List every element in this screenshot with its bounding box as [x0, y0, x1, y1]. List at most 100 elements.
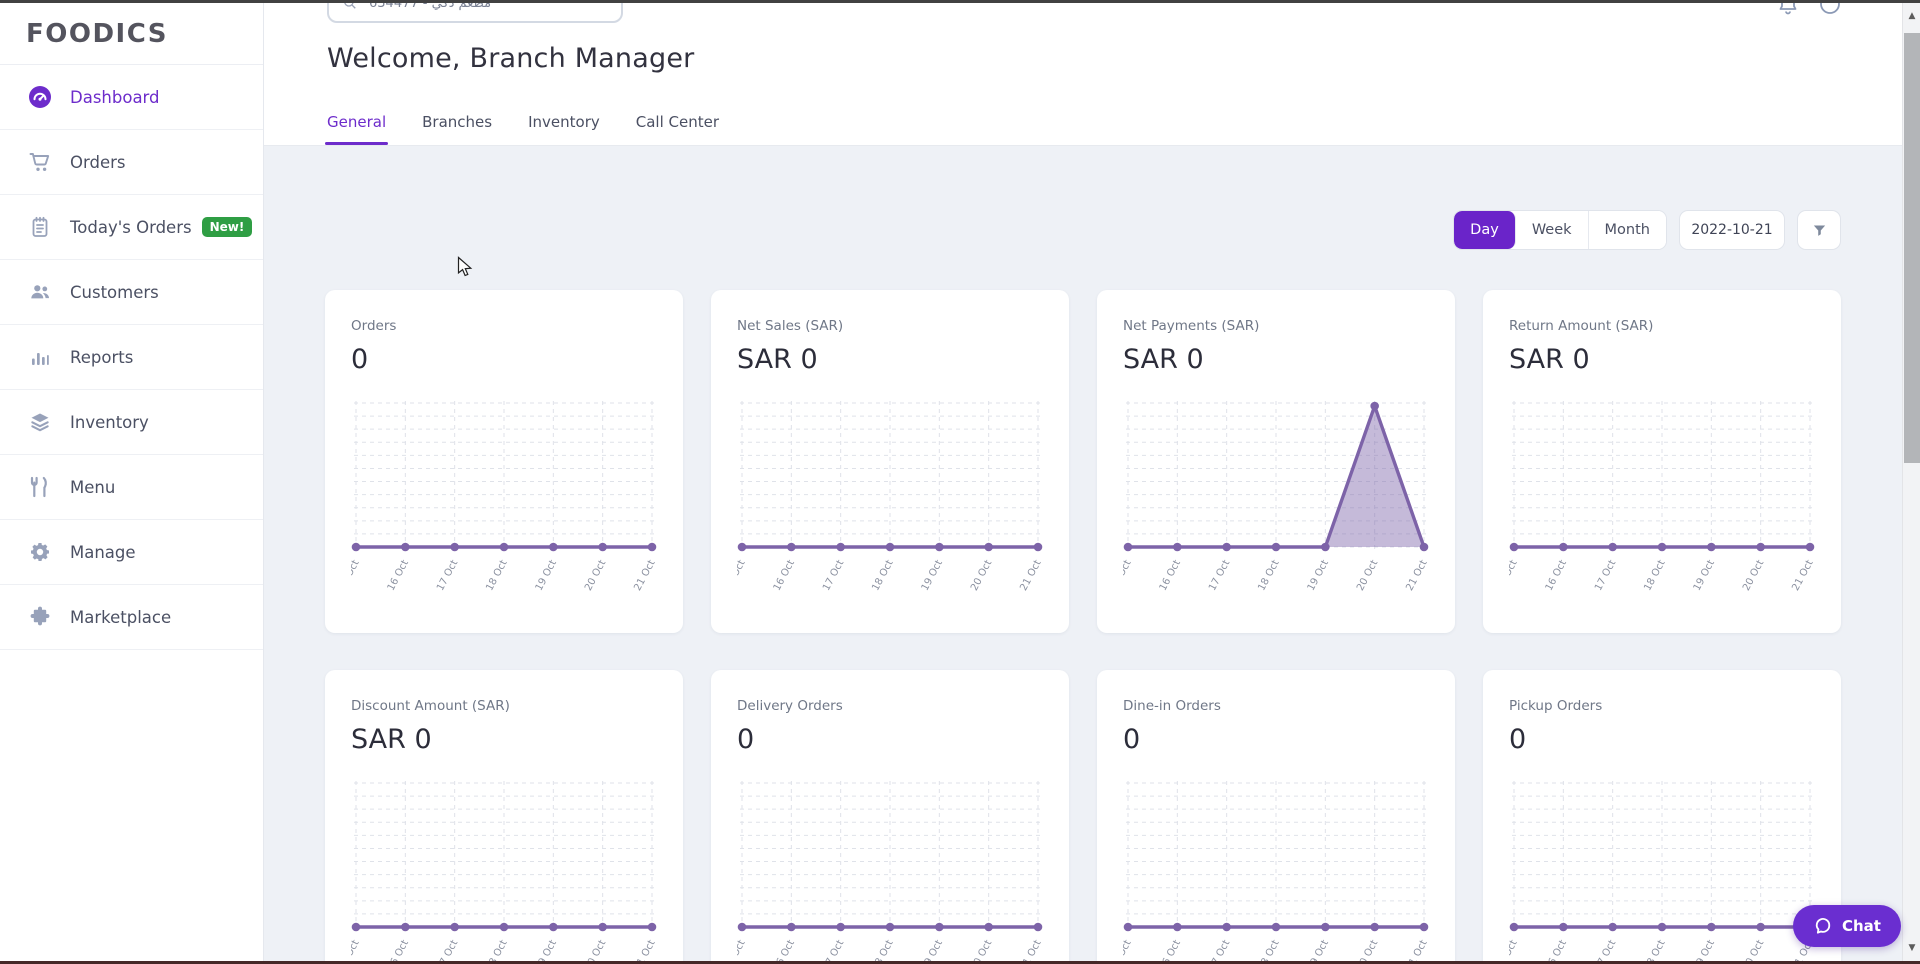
- sidebar-item-label: Manage: [70, 542, 136, 562]
- svg-text:20 Oct: 20 Oct: [1355, 938, 1380, 961]
- sidebar-item-reports[interactable]: Reports: [0, 325, 263, 390]
- foodics-logo: FOODICS: [0, 3, 263, 65]
- stat-card-chart: 15 Oct 16 Oct 17 Oct 18 Oct 19 Oct 20 Oct 21 O…: [351, 780, 657, 961]
- user-circle-icon[interactable]: [1818, 3, 1842, 20]
- sidebar-item-customers[interactable]: Customers: [0, 260, 263, 325]
- sidebar-item-menu[interactable]: Menu: [0, 455, 263, 520]
- svg-text:19 Oct: 19 Oct: [1692, 938, 1717, 961]
- scrollbar-thumb[interactable]: [1904, 33, 1920, 463]
- stat-card-pickup-orders: Pickup Orders 0 15 Oct 16 Oct 17 Oct 18 Oct…: [1483, 670, 1841, 961]
- header: Welcome, Branch Manager General Branches I…: [264, 3, 1902, 146]
- svg-text:21 Oct: 21 Oct: [632, 938, 657, 961]
- sidebar-item-dashboard[interactable]: Dashboard: [0, 65, 263, 130]
- svg-text:21 Oct: 21 Oct: [1018, 558, 1043, 593]
- stat-cards-grid: Orders 0 15 Oct 16 Oct 17 Oct 18 Oct 19 Oct 2…: [325, 290, 1841, 961]
- stat-card-dine-in-orders: Dine-in Orders 0 15 Oct 16 Oct 17 Oct 18 Oc…: [1097, 670, 1455, 961]
- page-title: Welcome, Branch Manager: [327, 43, 695, 74]
- scrollbar-down-arrow[interactable]: ▼: [1908, 943, 1916, 953]
- svg-text:16 Oct: 16 Oct: [386, 938, 411, 961]
- stat-card-value: SAR 0: [737, 343, 818, 375]
- svg-text:15 Oct: 15 Oct: [1509, 558, 1520, 593]
- search-input[interactable]: [369, 3, 609, 11]
- svg-text:15 Oct: 15 Oct: [737, 558, 748, 593]
- global-search[interactable]: [327, 3, 623, 23]
- window-top-edge: [0, 0, 1920, 3]
- sidebar-item-manage[interactable]: Manage: [0, 520, 263, 585]
- stat-card-delivery-orders: Delivery Orders 0 15 Oct 16 Oct 17 Oct 18 O…: [711, 670, 1069, 961]
- svg-text:19 Oct: 19 Oct: [1306, 558, 1331, 593]
- sidebar-item-today-s-orders[interactable]: Today's Orders New!: [0, 195, 263, 260]
- chat-button[interactable]: Chat: [1793, 905, 1901, 947]
- stat-card-title: Net Payments (SAR): [1123, 318, 1260, 334]
- svg-text:17 Oct: 17 Oct: [435, 558, 460, 593]
- svg-text:15 Oct: 15 Oct: [1509, 938, 1520, 961]
- svg-text:15 Oct: 15 Oct: [737, 938, 748, 961]
- svg-text:16 Oct: 16 Oct: [1544, 938, 1569, 961]
- svg-text:17 Oct: 17 Oct: [1207, 938, 1232, 961]
- sidebar-item-label: Dashboard: [70, 87, 160, 107]
- reports-bars-icon: [28, 345, 52, 369]
- svg-text:18 Oct: 18 Oct: [1256, 558, 1281, 593]
- tab-branches[interactable]: Branches: [422, 113, 493, 131]
- svg-text:18 Oct: 18 Oct: [1256, 938, 1281, 961]
- sidebar-item-label: Orders: [70, 152, 126, 172]
- stat-card-value: SAR 0: [351, 723, 432, 755]
- svg-text:21 Oct: 21 Oct: [1790, 558, 1815, 593]
- notification-bell-icon[interactable]: [1776, 3, 1800, 22]
- svg-text:20 Oct: 20 Oct: [969, 558, 994, 593]
- svg-text:18 Oct: 18 Oct: [1642, 558, 1667, 593]
- stat-card-title: Orders: [351, 318, 397, 334]
- svg-text:17 Oct: 17 Oct: [1593, 558, 1618, 593]
- svg-text:17 Oct: 17 Oct: [821, 938, 846, 961]
- svg-text:19 Oct: 19 Oct: [534, 938, 559, 961]
- dashboard-tabs: General Branches Inventory Call Center: [324, 113, 720, 145]
- sidebar-item-inventory[interactable]: Inventory: [0, 390, 263, 455]
- sidebar-item-marketplace[interactable]: Marketplace: [0, 585, 263, 650]
- period-day-button[interactable]: Day: [1454, 211, 1516, 249]
- svg-text:15 Oct: 15 Oct: [351, 938, 362, 961]
- svg-text:17 Oct: 17 Oct: [1593, 938, 1618, 961]
- tab-inventory[interactable]: Inventory: [528, 113, 600, 131]
- svg-text:20 Oct: 20 Oct: [583, 938, 608, 961]
- svg-text:16 Oct: 16 Oct: [772, 558, 797, 593]
- stat-card-value: 0: [1509, 723, 1527, 755]
- stat-card-value: SAR 0: [1509, 343, 1590, 375]
- svg-text:20 Oct: 20 Oct: [1741, 938, 1766, 961]
- sidebar-nav: Dashboard Orders Today's Orders New! Cus…: [0, 65, 263, 650]
- dashboard-gauge-icon: [28, 85, 52, 109]
- svg-text:18 Oct: 18 Oct: [484, 938, 509, 961]
- search-icon: [344, 3, 356, 9]
- chat-button-label: Chat: [1842, 917, 1881, 935]
- date-picker-button[interactable]: 2022-10-21: [1679, 210, 1785, 250]
- svg-text:19 Oct: 19 Oct: [920, 938, 945, 961]
- funnel-icon: [1813, 225, 1825, 236]
- tab-call-center[interactable]: Call Center: [635, 113, 720, 131]
- period-controls: Day Week Month 2022-10-21: [1453, 210, 1841, 250]
- stat-card-title: Delivery Orders: [737, 698, 843, 714]
- tab-general[interactable]: General: [324, 113, 389, 145]
- filter-button[interactable]: [1797, 210, 1841, 250]
- sidebar-item-orders[interactable]: Orders: [0, 130, 263, 195]
- stat-card-value: SAR 0: [1123, 343, 1204, 375]
- svg-text:21 Oct: 21 Oct: [1404, 938, 1429, 961]
- stat-card-title: Net Sales (SAR): [737, 318, 844, 334]
- svg-text:17 Oct: 17 Oct: [435, 938, 460, 961]
- scrollbar-up-arrow[interactable]: ▲: [1908, 11, 1916, 21]
- svg-text:18 Oct: 18 Oct: [870, 938, 895, 961]
- svg-text:19 Oct: 19 Oct: [534, 558, 559, 593]
- stat-card-title: Discount Amount (SAR): [351, 698, 510, 714]
- period-month-button[interactable]: Month: [1588, 211, 1666, 249]
- period-week-button[interactable]: Week: [1515, 211, 1589, 249]
- svg-text:17 Oct: 17 Oct: [1207, 558, 1232, 593]
- page-scrollbar[interactable]: ▲ ▼: [1902, 3, 1920, 961]
- svg-text:18 Oct: 18 Oct: [870, 558, 895, 593]
- orders-cart-icon: [28, 150, 52, 174]
